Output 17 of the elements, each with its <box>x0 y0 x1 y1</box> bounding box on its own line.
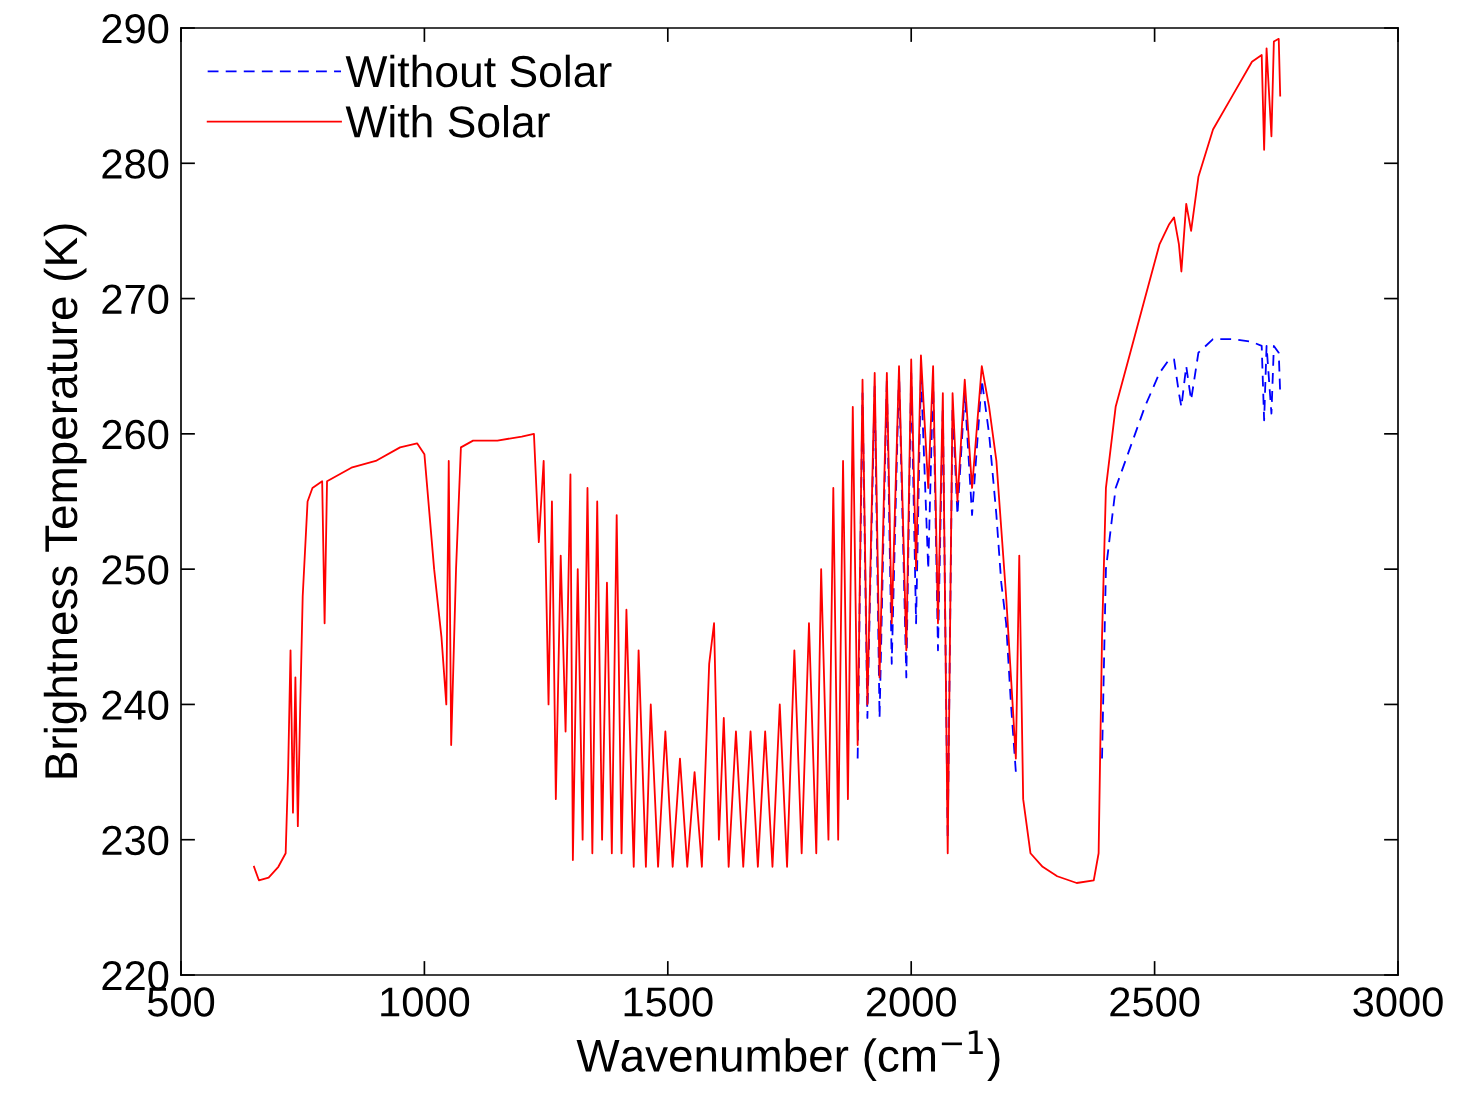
x-axis-title: Wavenumber (cm$^{−1}$) <box>576 1030 1000 1081</box>
y-tick-label: 260 <box>102 419 169 450</box>
y-tick-label: 230 <box>102 825 169 856</box>
y-tick-label: 280 <box>102 149 169 179</box>
y-tick-label: 290 <box>102 14 169 44</box>
x-tick-label: 2000 <box>866 987 956 1017</box>
y-tick-label: 240 <box>102 690 169 720</box>
y-tick-label: 250 <box>102 555 169 585</box>
x-tick-label: 3000 <box>1353 987 1443 1017</box>
x-tick-label: 1500 <box>624 987 713 1017</box>
line-series <box>253 37 1282 884</box>
y-tick-label: 270 <box>102 284 169 315</box>
x-tick-label: 1000 <box>381 987 470 1017</box>
x-tick-label: 2500 <box>1110 987 1200 1017</box>
legend-label: Without Solar <box>345 54 612 88</box>
y-axis-title: Brightness Temperature (K) <box>43 224 87 778</box>
legend-label: With Solar <box>345 104 550 138</box>
